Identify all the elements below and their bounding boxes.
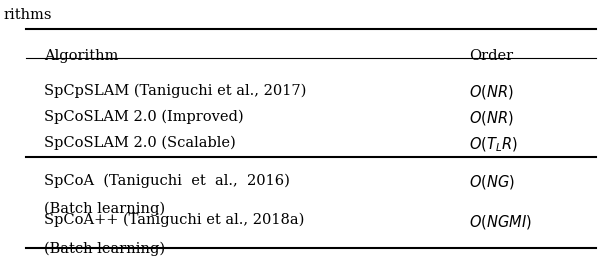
Text: SpCoA  (Taniguchi  et  al.,  2016): SpCoA (Taniguchi et al., 2016) — [44, 173, 290, 188]
Text: SpCoA++ (Taniguchi et al., 2018a): SpCoA++ (Taniguchi et al., 2018a) — [44, 213, 304, 227]
Text: SpCoSLAM 2.0 (Improved): SpCoSLAM 2.0 (Improved) — [44, 110, 243, 124]
Text: SpCoSLAM 2.0 (Scalable): SpCoSLAM 2.0 (Scalable) — [44, 135, 235, 150]
Text: $O(NR)$: $O(NR)$ — [469, 110, 514, 127]
Text: SpCpSLAM (Taniguchi et al., 2017): SpCpSLAM (Taniguchi et al., 2017) — [44, 84, 306, 98]
Text: (Batch learning): (Batch learning) — [44, 201, 165, 216]
Text: $O(T_LR)$: $O(T_LR)$ — [469, 135, 518, 154]
Text: $O(NGMI)$: $O(NGMI)$ — [469, 213, 532, 231]
Text: (Batch learning): (Batch learning) — [44, 241, 165, 255]
Text: Algorithm: Algorithm — [44, 49, 118, 63]
Text: Order: Order — [469, 49, 513, 63]
Text: rithms: rithms — [3, 8, 52, 22]
Text: $O(NR)$: $O(NR)$ — [469, 84, 514, 101]
Text: $O(NG)$: $O(NG)$ — [469, 173, 515, 191]
